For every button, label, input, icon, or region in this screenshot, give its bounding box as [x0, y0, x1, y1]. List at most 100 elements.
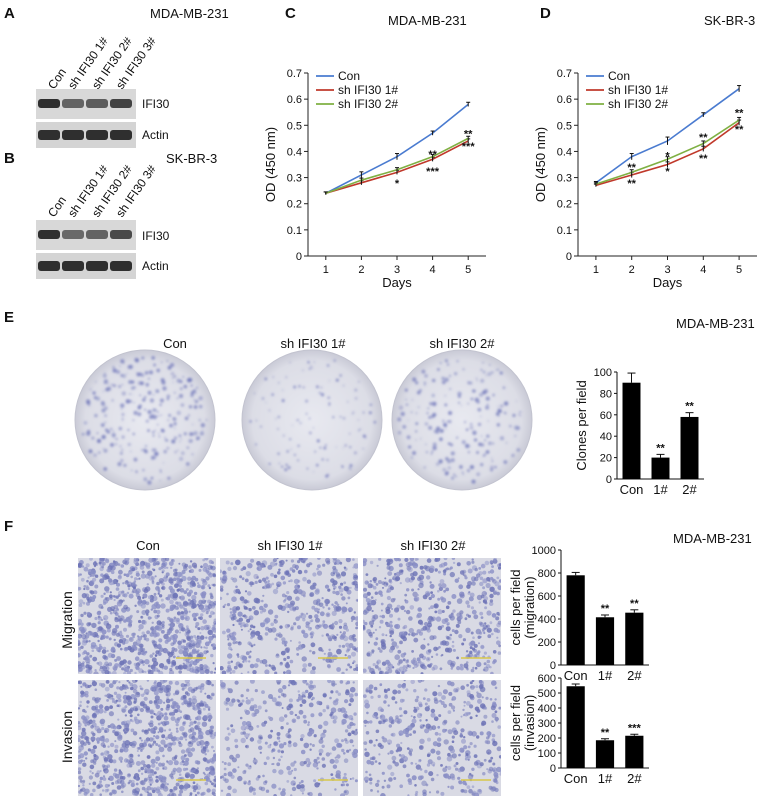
stained-cell	[245, 571, 251, 577]
stained-cell	[430, 593, 435, 599]
stained-cell	[232, 631, 237, 636]
stained-cell	[78, 639, 81, 644]
colony	[253, 392, 256, 394]
stained-cell	[365, 598, 371, 603]
stained-cell	[204, 604, 208, 608]
stained-cell	[379, 619, 384, 624]
blot-band	[110, 130, 132, 140]
stained-cell	[98, 561, 102, 565]
stained-cell	[300, 749, 306, 755]
stained-cell	[240, 737, 246, 744]
colony	[122, 437, 124, 439]
colony	[457, 391, 462, 396]
colony	[461, 471, 464, 474]
stained-cell	[143, 739, 148, 744]
stained-cell	[302, 663, 308, 668]
stained-cell	[279, 563, 284, 567]
stained-cell	[402, 728, 409, 735]
stained-cell	[199, 635, 205, 640]
stained-cell	[282, 581, 287, 585]
stained-cell	[306, 763, 311, 768]
stained-cell	[97, 626, 103, 632]
stained-cell	[209, 780, 212, 783]
stained-cell	[448, 691, 453, 696]
stained-cell	[282, 599, 286, 603]
colony	[103, 448, 108, 453]
colony	[492, 442, 495, 445]
stained-cell	[169, 773, 174, 778]
stained-cell	[112, 560, 116, 563]
stained-cell	[365, 731, 370, 735]
stained-cell	[283, 671, 286, 674]
colony	[444, 403, 448, 407]
colony	[162, 386, 167, 391]
stained-cell	[344, 790, 347, 794]
colony	[151, 430, 155, 434]
stained-cell	[104, 573, 109, 579]
stained-cell	[284, 648, 290, 653]
stained-cell	[498, 579, 501, 583]
stained-cell	[167, 746, 173, 752]
stained-cell	[276, 584, 280, 588]
stained-cell	[161, 775, 167, 781]
stained-cell	[196, 783, 199, 786]
stained-cell	[415, 632, 418, 636]
stained-cell	[138, 577, 141, 580]
stained-cell	[302, 576, 307, 582]
colony	[143, 477, 148, 482]
stained-cell	[159, 621, 163, 625]
stained-cell	[455, 762, 459, 765]
stained-cell	[464, 783, 468, 786]
stained-cell	[126, 759, 130, 763]
colony	[285, 376, 288, 379]
x-tick-label: Con	[564, 771, 588, 786]
stained-cell	[96, 662, 100, 665]
colony	[205, 418, 208, 422]
colony	[480, 378, 485, 383]
stained-cell	[309, 743, 312, 746]
stained-cell	[300, 784, 305, 789]
stained-cell	[113, 598, 116, 602]
stained-cell	[449, 633, 453, 637]
stained-cell	[429, 565, 435, 571]
blot-band	[62, 130, 84, 140]
stained-cell	[388, 724, 392, 728]
colony	[439, 437, 443, 441]
colony	[323, 446, 327, 450]
stained-cell	[85, 586, 90, 591]
stained-cell	[143, 637, 147, 641]
stained-cell	[166, 783, 169, 786]
colony	[281, 389, 284, 391]
stained-cell	[127, 660, 132, 665]
stained-cell	[293, 589, 299, 595]
stained-cell	[226, 727, 230, 731]
stained-cell	[99, 780, 102, 784]
x-tick-label: 2#	[627, 771, 642, 786]
colony	[445, 457, 449, 461]
blot-bands	[38, 230, 132, 239]
stained-cell	[444, 641, 450, 646]
stained-cell	[155, 761, 158, 764]
stained-cell	[377, 580, 382, 584]
stained-cell	[412, 666, 415, 670]
stained-cell	[419, 768, 423, 771]
stained-cell	[372, 713, 377, 719]
stained-cell	[165, 684, 172, 691]
stained-cell	[451, 629, 455, 633]
stained-cell	[353, 611, 356, 614]
stained-cell	[180, 749, 186, 754]
stained-cell	[391, 732, 396, 737]
colony	[173, 427, 176, 430]
stained-cell	[188, 701, 192, 705]
colony	[152, 394, 155, 396]
stained-cell	[416, 558, 419, 561]
stained-cell	[157, 624, 163, 630]
stained-cell	[334, 756, 337, 759]
stained-cell	[498, 706, 501, 710]
colony	[456, 359, 459, 363]
stained-cell	[327, 635, 332, 640]
stained-cell	[483, 631, 486, 635]
stained-cell	[470, 606, 474, 610]
stained-cell	[436, 790, 440, 794]
stained-cell	[245, 699, 251, 705]
